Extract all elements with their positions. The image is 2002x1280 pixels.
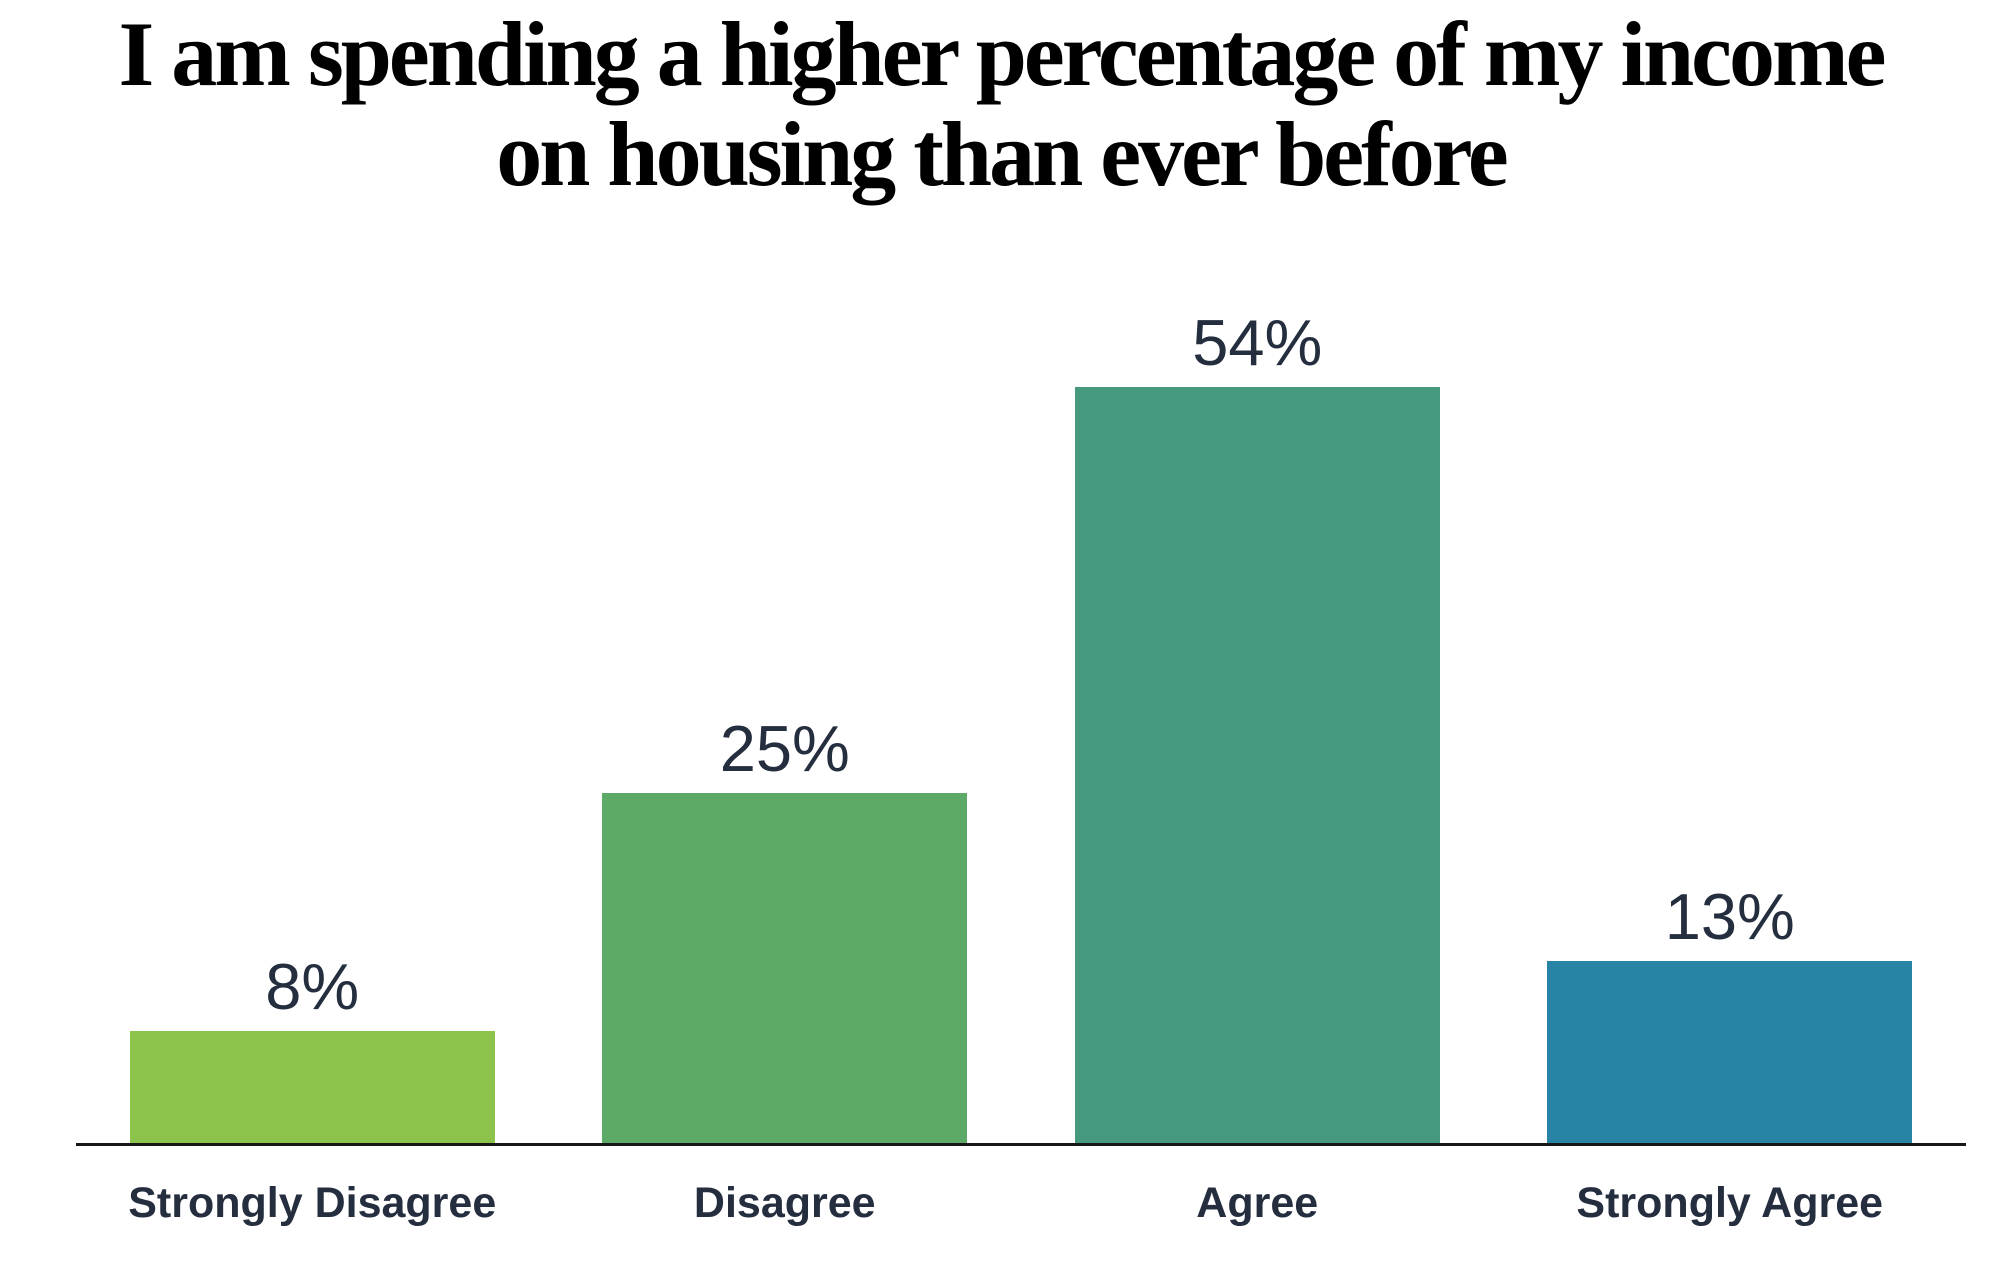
chart-title-line2: on housing than ever before (496, 103, 1508, 205)
bar-value-label: 13% (1664, 880, 1795, 953)
x-axis-category-label: Disagree (693, 1179, 876, 1227)
chart-title-line1: I am spending a higher percentage of my … (118, 3, 1887, 105)
bar-group: 54% (1021, 310, 1494, 1143)
bar-value-label: 25% (719, 712, 850, 785)
x-axis-category-label: Strongly Disagree (128, 1179, 497, 1227)
bar (129, 1031, 495, 1143)
bar (602, 793, 968, 1143)
bar-group: 25% (549, 716, 1022, 1143)
bar-group: 13% (1494, 884, 1967, 1143)
x-axis-category-label: Strongly Agree (1576, 1179, 1884, 1227)
bar (1547, 961, 1913, 1143)
bar-value-label: 54% (1192, 306, 1323, 379)
chart-title: I am spending a higher percentage of my … (0, 4, 2002, 204)
x-axis-category-label: Agree (1196, 1179, 1319, 1227)
bar-value-label: 8% (265, 950, 360, 1023)
bar-group: 8% (76, 954, 549, 1143)
bar (1074, 387, 1440, 1143)
plot-area: 8% 25% 54% 13% (76, 0, 1966, 1143)
x-axis-line (76, 1143, 1966, 1146)
x-axis-labels: Strongly Disagree Disagree Agree Strongly A… (76, 1146, 1966, 1227)
